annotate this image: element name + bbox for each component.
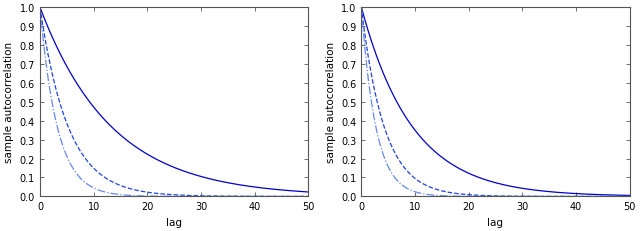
Y-axis label: sample autocorrelation: sample autocorrelation [4,42,14,163]
X-axis label: lag: lag [166,217,182,227]
Y-axis label: sample autocorrelation: sample autocorrelation [326,42,335,163]
X-axis label: lag: lag [488,217,504,227]
